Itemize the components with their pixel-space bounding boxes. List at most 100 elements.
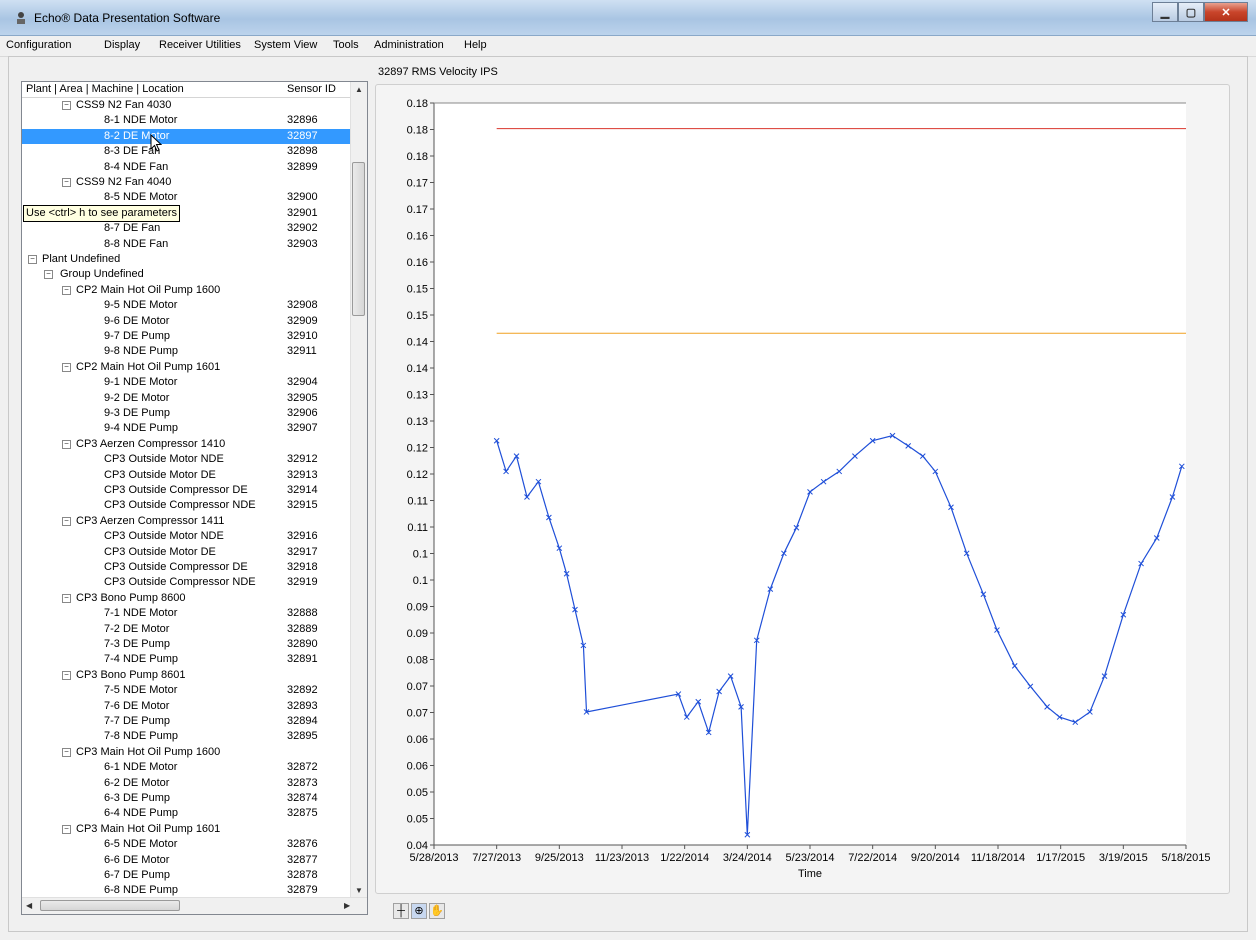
tree-sensor-row[interactable]: 7-6 DE Motor 32893 xyxy=(22,699,352,714)
tree-sensor-row[interactable]: 6-6 DE Motor 32877 xyxy=(22,853,352,868)
menu-tools[interactable]: Tools xyxy=(333,39,359,51)
tree-vertical-scroll-thumb[interactable] xyxy=(352,162,365,316)
tree-group-row[interactable]: − CP3 Bono Pump 8601 xyxy=(22,668,352,683)
tree-sensor-row[interactable]: 6-8 NDE Pump 32879 xyxy=(22,883,352,898)
tree-sensor-row[interactable]: CP3 Outside Compressor DE 32918 xyxy=(22,560,352,575)
menu-display[interactable]: Display xyxy=(104,39,141,51)
tree-sensor-row[interactable]: CP3 Outside Motor NDE 32912 xyxy=(22,452,352,467)
column-header-sensor-id[interactable]: Sensor ID xyxy=(287,83,336,95)
tree-group-row[interactable]: − CP3 Aerzen Compressor 1411 xyxy=(22,514,352,529)
chart[interactable]: 0.18 0.18 0.18 0.17 0.17 0.16 0.16 0.15 0.15 0.14… xyxy=(376,85,1229,893)
data-point-marker xyxy=(493,437,500,444)
tree-sensor-row[interactable]: 9-5 NDE Motor 32908 xyxy=(22,298,352,313)
collapse-toggle-icon[interactable]: − xyxy=(62,439,71,449)
tree-group-row[interactable]: − CP3 Main Hot Oil Pump 1601 xyxy=(22,822,352,837)
tree-sensor-row[interactable]: 7-5 NDE Motor 32892 xyxy=(22,683,352,698)
tree-sensor-row[interactable]: CP3 Outside Motor NDE 32916 xyxy=(22,529,352,544)
collapse-toggle-icon[interactable]: − xyxy=(62,178,71,187)
tree-sensor-row[interactable]: 6-4 NDE Pump 32875 xyxy=(22,806,352,821)
scroll-left-arrow-icon[interactable]: ◀ xyxy=(26,901,33,910)
collapse-toggle-icon[interactable]: − xyxy=(62,824,71,834)
scroll-down-arrow-icon[interactable]: ▼ xyxy=(355,886,363,895)
tree-sensor-row[interactable]: 8-2 DE Motor 32897 xyxy=(22,128,352,145)
data-point-marker xyxy=(583,709,590,715)
tree-group-row[interactable]: − CP2 Main Hot Oil Pump 1600 xyxy=(22,283,352,298)
collapse-toggle-icon[interactable]: − xyxy=(62,285,71,295)
column-header-location[interactable]: Plant | Area | Machine | Location xyxy=(26,83,184,95)
tree-sensor-row[interactable]: 8-7 DE Fan 32902 xyxy=(22,221,352,236)
tree-sensor-row[interactable]: CP3 Outside Motor DE 32917 xyxy=(22,545,352,560)
tree-row-sensor-id: 32899 xyxy=(287,160,318,173)
tree-row-label: CP3 Outside Compressor DE xyxy=(104,484,248,496)
tree-group-row[interactable]: − CP3 Aerzen Compressor 1410 xyxy=(22,437,352,452)
graph-toolbar: ┼ ⊕ ✋ xyxy=(393,903,445,919)
tree-sensor-row[interactable]: 9-1 NDE Motor 32904 xyxy=(22,375,352,390)
collapse-toggle-icon[interactable]: − xyxy=(62,362,71,372)
tree-group-row[interactable]: − CSS9 N2 Fan 4040 xyxy=(22,175,352,190)
tree-sensor-row[interactable]: CP3 Outside Compressor NDE 32919 xyxy=(22,575,352,590)
tree-group-row[interactable]: − CSS9 N2 Fan 4030 xyxy=(22,98,352,113)
tree-sensor-row[interactable]: 7-7 DE Pump 32894 xyxy=(22,714,352,729)
tree-group-row[interactable]: − CP3 Main Hot Oil Pump 1600 xyxy=(22,745,352,760)
tree-sensor-row[interactable]: CP3 Outside Compressor NDE 32915 xyxy=(22,498,352,513)
tree-sensor-row[interactable]: 7-2 DE Motor 32889 xyxy=(22,622,352,637)
tree-sensor-row[interactable]: 9-8 NDE Pump 32911 xyxy=(22,344,352,359)
minimize-button[interactable]: ▁ xyxy=(1152,2,1178,22)
zoom-tool-icon[interactable]: ⊕ xyxy=(411,903,427,919)
data-point-marker xyxy=(1072,719,1079,726)
collapse-toggle-icon[interactable]: − xyxy=(44,270,53,280)
data-point-marker xyxy=(820,478,827,485)
data-point-marker xyxy=(695,698,702,705)
tree-sensor-row[interactable]: 6-1 NDE Motor 32872 xyxy=(22,760,352,775)
tree-group-row[interactable]: − CP2 Main Hot Oil Pump 1601 xyxy=(22,360,352,375)
tree-sensor-row[interactable]: 6-3 DE Pump 32874 xyxy=(22,791,352,806)
tree-sensor-row[interactable]: 9-6 DE Motor 32909 xyxy=(22,314,352,329)
tree-sensor-row[interactable]: 7-8 NDE Pump 32895 xyxy=(22,729,352,744)
scroll-up-arrow-icon[interactable]: ▲ xyxy=(355,85,363,94)
tree-group-row[interactable]: − Plant Undefined xyxy=(22,252,352,267)
tree-sensor-row[interactable]: 8-1 NDE Motor 32896 xyxy=(22,113,352,128)
tree-sensor-row[interactable]: 6-5 NDE Motor 32876 xyxy=(22,837,352,852)
tree-sensor-row[interactable]: 6-7 DE Pump 32878 xyxy=(22,868,352,883)
collapse-toggle-icon[interactable]: − xyxy=(62,747,71,757)
tree-sensor-row[interactable]: 8-5 NDE Motor 32900 xyxy=(22,190,352,205)
collapse-toggle-icon[interactable]: − xyxy=(62,101,71,110)
tree-sensor-row[interactable]: 7-3 DE Pump 32890 xyxy=(22,637,352,652)
menu-configuration[interactable]: Configuration xyxy=(6,39,72,51)
menu-administration[interactable]: Administration xyxy=(374,39,444,51)
close-button[interactable]: ✕ xyxy=(1204,2,1248,22)
tree-sensor-row[interactable]: 6-2 DE Motor 32873 xyxy=(22,776,352,791)
tree-sensor-row[interactable]: 9-3 DE Pump 32906 xyxy=(22,406,352,421)
crosshair-tool-icon[interactable]: ┼ xyxy=(393,903,409,919)
tree-sensor-row[interactable]: 8-4 NDE Fan 32899 xyxy=(22,160,352,175)
tree-sensor-row[interactable]: CP3 Outside Motor DE 32913 xyxy=(22,468,352,483)
y-tick-label: 0.14 xyxy=(407,337,428,349)
tree-sensor-row[interactable]: CP3 Outside Compressor DE 32914 xyxy=(22,483,352,498)
collapse-toggle-icon[interactable]: − xyxy=(28,255,37,264)
collapse-toggle-icon[interactable]: − xyxy=(62,516,71,526)
tree-group-row[interactable]: − CP3 Bono Pump 8600 xyxy=(22,591,352,606)
data-point-marker xyxy=(513,453,520,459)
tree-sensor-row[interactable]: 7-4 NDE Pump 32891 xyxy=(22,652,352,667)
scroll-right-arrow-icon[interactable]: ▶ xyxy=(344,901,351,910)
tree-sensor-row[interactable]: 8-8 NDE Fan 32903 xyxy=(22,237,352,252)
collapse-toggle-icon[interactable]: − xyxy=(62,670,71,680)
menu-help[interactable]: Help xyxy=(464,39,487,51)
tree-sensor-row[interactable]: 8-3 DE Fan 32898 xyxy=(22,144,352,159)
tree-row-sensor-id: 32911 xyxy=(287,345,317,358)
tree-sensor-row[interactable]: 7-1 NDE Motor 32888 xyxy=(22,606,352,621)
menu-system-view[interactable]: System View xyxy=(254,39,318,51)
tree-horizontal-scroll-thumb[interactable] xyxy=(40,900,180,911)
tree-vertical-scrollbar[interactable]: ▲ ▼ xyxy=(350,82,367,898)
tree-row-label: CP2 Main Hot Oil Pump 1600 xyxy=(76,283,221,296)
maximize-button[interactable]: ▢ xyxy=(1178,2,1204,22)
collapse-toggle-icon[interactable]: − xyxy=(62,593,71,603)
tree-horizontal-scrollbar[interactable]: ◀ ▶ xyxy=(22,897,367,914)
tree-sensor-row[interactable]: 9-7 DE Pump 32910 xyxy=(22,329,352,344)
pan-tool-icon[interactable]: ✋ xyxy=(429,903,445,919)
y-tick-label: 0.12 xyxy=(407,443,428,455)
tree-sensor-row[interactable]: 9-4 NDE Pump 32907 xyxy=(22,421,352,436)
menu-receiver-utilities[interactable]: Receiver Utilities xyxy=(159,39,241,51)
tree-group-row[interactable]: − Group Undefined xyxy=(22,267,352,282)
tree-sensor-row[interactable]: 9-2 DE Motor 32905 xyxy=(22,391,352,406)
